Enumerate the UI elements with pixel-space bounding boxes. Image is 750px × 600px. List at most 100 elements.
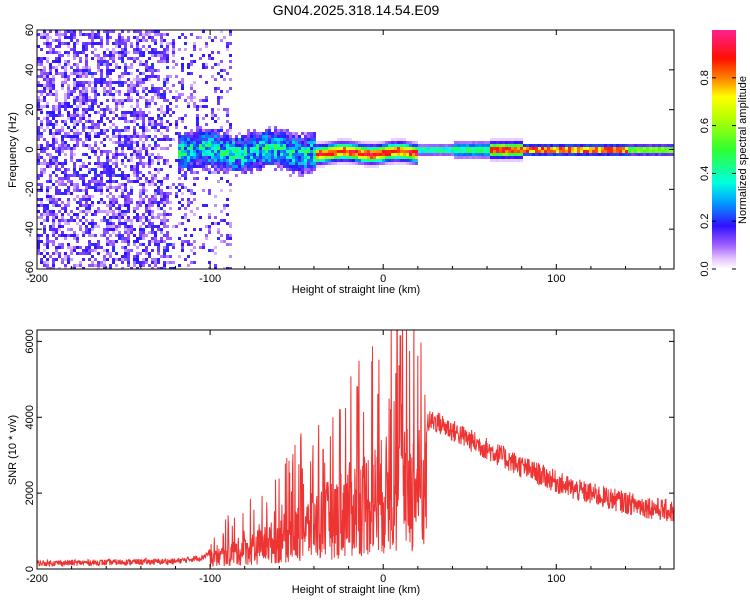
- spectrogram-cell: [58, 147, 61, 150]
- spectrogram-cell: [289, 165, 292, 168]
- spectrogram-cell: [154, 243, 157, 246]
- spectrogram-cell: [472, 144, 475, 147]
- spectrogram-cell: [157, 33, 160, 36]
- spectrogram-cell: [115, 240, 118, 243]
- spectrogram-cell: [283, 141, 286, 144]
- spectrogram-cell: [142, 261, 145, 264]
- spectrogram-cell: [157, 156, 160, 159]
- spectrogram-cell: [310, 168, 313, 171]
- spectrogram-cell: [355, 162, 358, 165]
- spectrogram-cell: [139, 60, 142, 63]
- spectrogram-cell: [76, 63, 79, 66]
- spectrogram-cell: [229, 267, 232, 269]
- spectrogram-cell: [466, 144, 469, 147]
- spectrogram-cell: [82, 162, 85, 165]
- spectrogram-cell: [148, 51, 151, 54]
- spectrogram-cell: [73, 144, 76, 147]
- spectrogram-cell: [214, 87, 217, 90]
- spectrogram-cell: [190, 87, 193, 90]
- spectrogram-cell: [415, 141, 418, 144]
- spectrogram-cell: [88, 264, 91, 267]
- spectrogram-cell: [520, 147, 523, 150]
- spectrogram-cell: [37, 249, 40, 252]
- spectrogram-cell: [214, 168, 217, 171]
- spectrogram-cell: [403, 141, 406, 144]
- spectrogram-cell: [172, 84, 175, 87]
- spectrogram-cell: [367, 141, 370, 144]
- spectrogram-cell: [202, 147, 205, 150]
- spectrogram-cell: [88, 33, 91, 36]
- spectrogram-cell: [139, 153, 142, 156]
- spectrogram-cell: [142, 258, 145, 261]
- spectrogram-cell: [94, 150, 97, 153]
- spectrogram-cell: [58, 129, 61, 132]
- spectrogram-cell: [94, 183, 97, 186]
- spectrogram-cell: [226, 141, 229, 144]
- spectrogram-cell: [136, 111, 139, 114]
- spectrogram-cell: [595, 144, 598, 147]
- spectrogram-cell: [100, 150, 103, 153]
- spectrogram-cell: [523, 150, 526, 153]
- spectrogram-cell: [226, 132, 229, 135]
- spectrogram-cell: [184, 144, 187, 147]
- spectrogram-cell: [220, 168, 223, 171]
- spectrogram-cell: [226, 90, 229, 93]
- spectrogram-cell: [85, 231, 88, 234]
- spectrogram-cell: [367, 159, 370, 162]
- spectrogram-cell: [256, 138, 259, 141]
- spectrogram-cell: [220, 156, 223, 159]
- spectrogram-cell: [418, 144, 421, 147]
- spectrogram-cell: [136, 84, 139, 87]
- spectrogram-cell: [160, 138, 163, 141]
- spectrogram-cell: [628, 144, 631, 147]
- spectrogram-cell: [610, 144, 613, 147]
- spectrogram-cell: [655, 150, 658, 153]
- spectrogram-cell: [103, 255, 106, 258]
- spectrogram-cell: [208, 144, 211, 147]
- spectrogram-cell: [115, 45, 118, 48]
- spectrogram-cell: [127, 180, 130, 183]
- spectrogram-cell: [49, 177, 52, 180]
- spectrogram-cell: [478, 156, 481, 159]
- spectrogram-cell: [61, 219, 64, 222]
- spectrogram-cell: [100, 165, 103, 168]
- spectrogram-cell: [85, 72, 88, 75]
- spectrogram-cell: [130, 105, 133, 108]
- spectrogram-cell: [43, 105, 46, 108]
- spectrogram-cell: [643, 153, 646, 156]
- spectrogram-cell: [202, 105, 205, 108]
- spectrogram-cell: [49, 36, 52, 39]
- spectrogram-cell: [271, 162, 274, 165]
- spectrogram-cell: [460, 150, 463, 153]
- spectrogram-cell: [211, 171, 214, 174]
- spectrogram-cell: [415, 153, 418, 156]
- spectrogram-cell: [250, 159, 253, 162]
- spectrogram-cell: [184, 234, 187, 237]
- spectrogram-cell: [79, 228, 82, 231]
- spectrogram-cell: [79, 204, 82, 207]
- spectrogram-cell: [52, 156, 55, 159]
- spectrogram-cell: [67, 213, 70, 216]
- spectrogram-cell: [157, 216, 160, 219]
- spectrogram-cell: [70, 180, 73, 183]
- spectrogram-cell: [295, 147, 298, 150]
- spectrogram-cell: [97, 180, 100, 183]
- spectrogram-cell: [259, 147, 262, 150]
- spectrogram-cell: [115, 108, 118, 111]
- spectrogram-cell: [124, 177, 127, 180]
- spectrogram-cell: [568, 150, 571, 153]
- spectrogram-cell: [256, 135, 259, 138]
- spectrogram-cell: [82, 108, 85, 111]
- spectrogram-cell: [490, 156, 493, 159]
- spectrogram-cell: [130, 189, 133, 192]
- spectrogram-cell: [163, 135, 166, 138]
- spectrogram-cell: [559, 147, 562, 150]
- spectrogram-cell: [265, 147, 268, 150]
- spectrogram-cell: [241, 156, 244, 159]
- spectrogram-cell: [46, 252, 49, 255]
- spectrogram-cell: [124, 204, 127, 207]
- spectrogram-cell: [184, 114, 187, 117]
- spectrogram-cell: [55, 45, 58, 48]
- spectrogram-cell: [598, 150, 601, 153]
- spectrogram-cell: [298, 153, 301, 156]
